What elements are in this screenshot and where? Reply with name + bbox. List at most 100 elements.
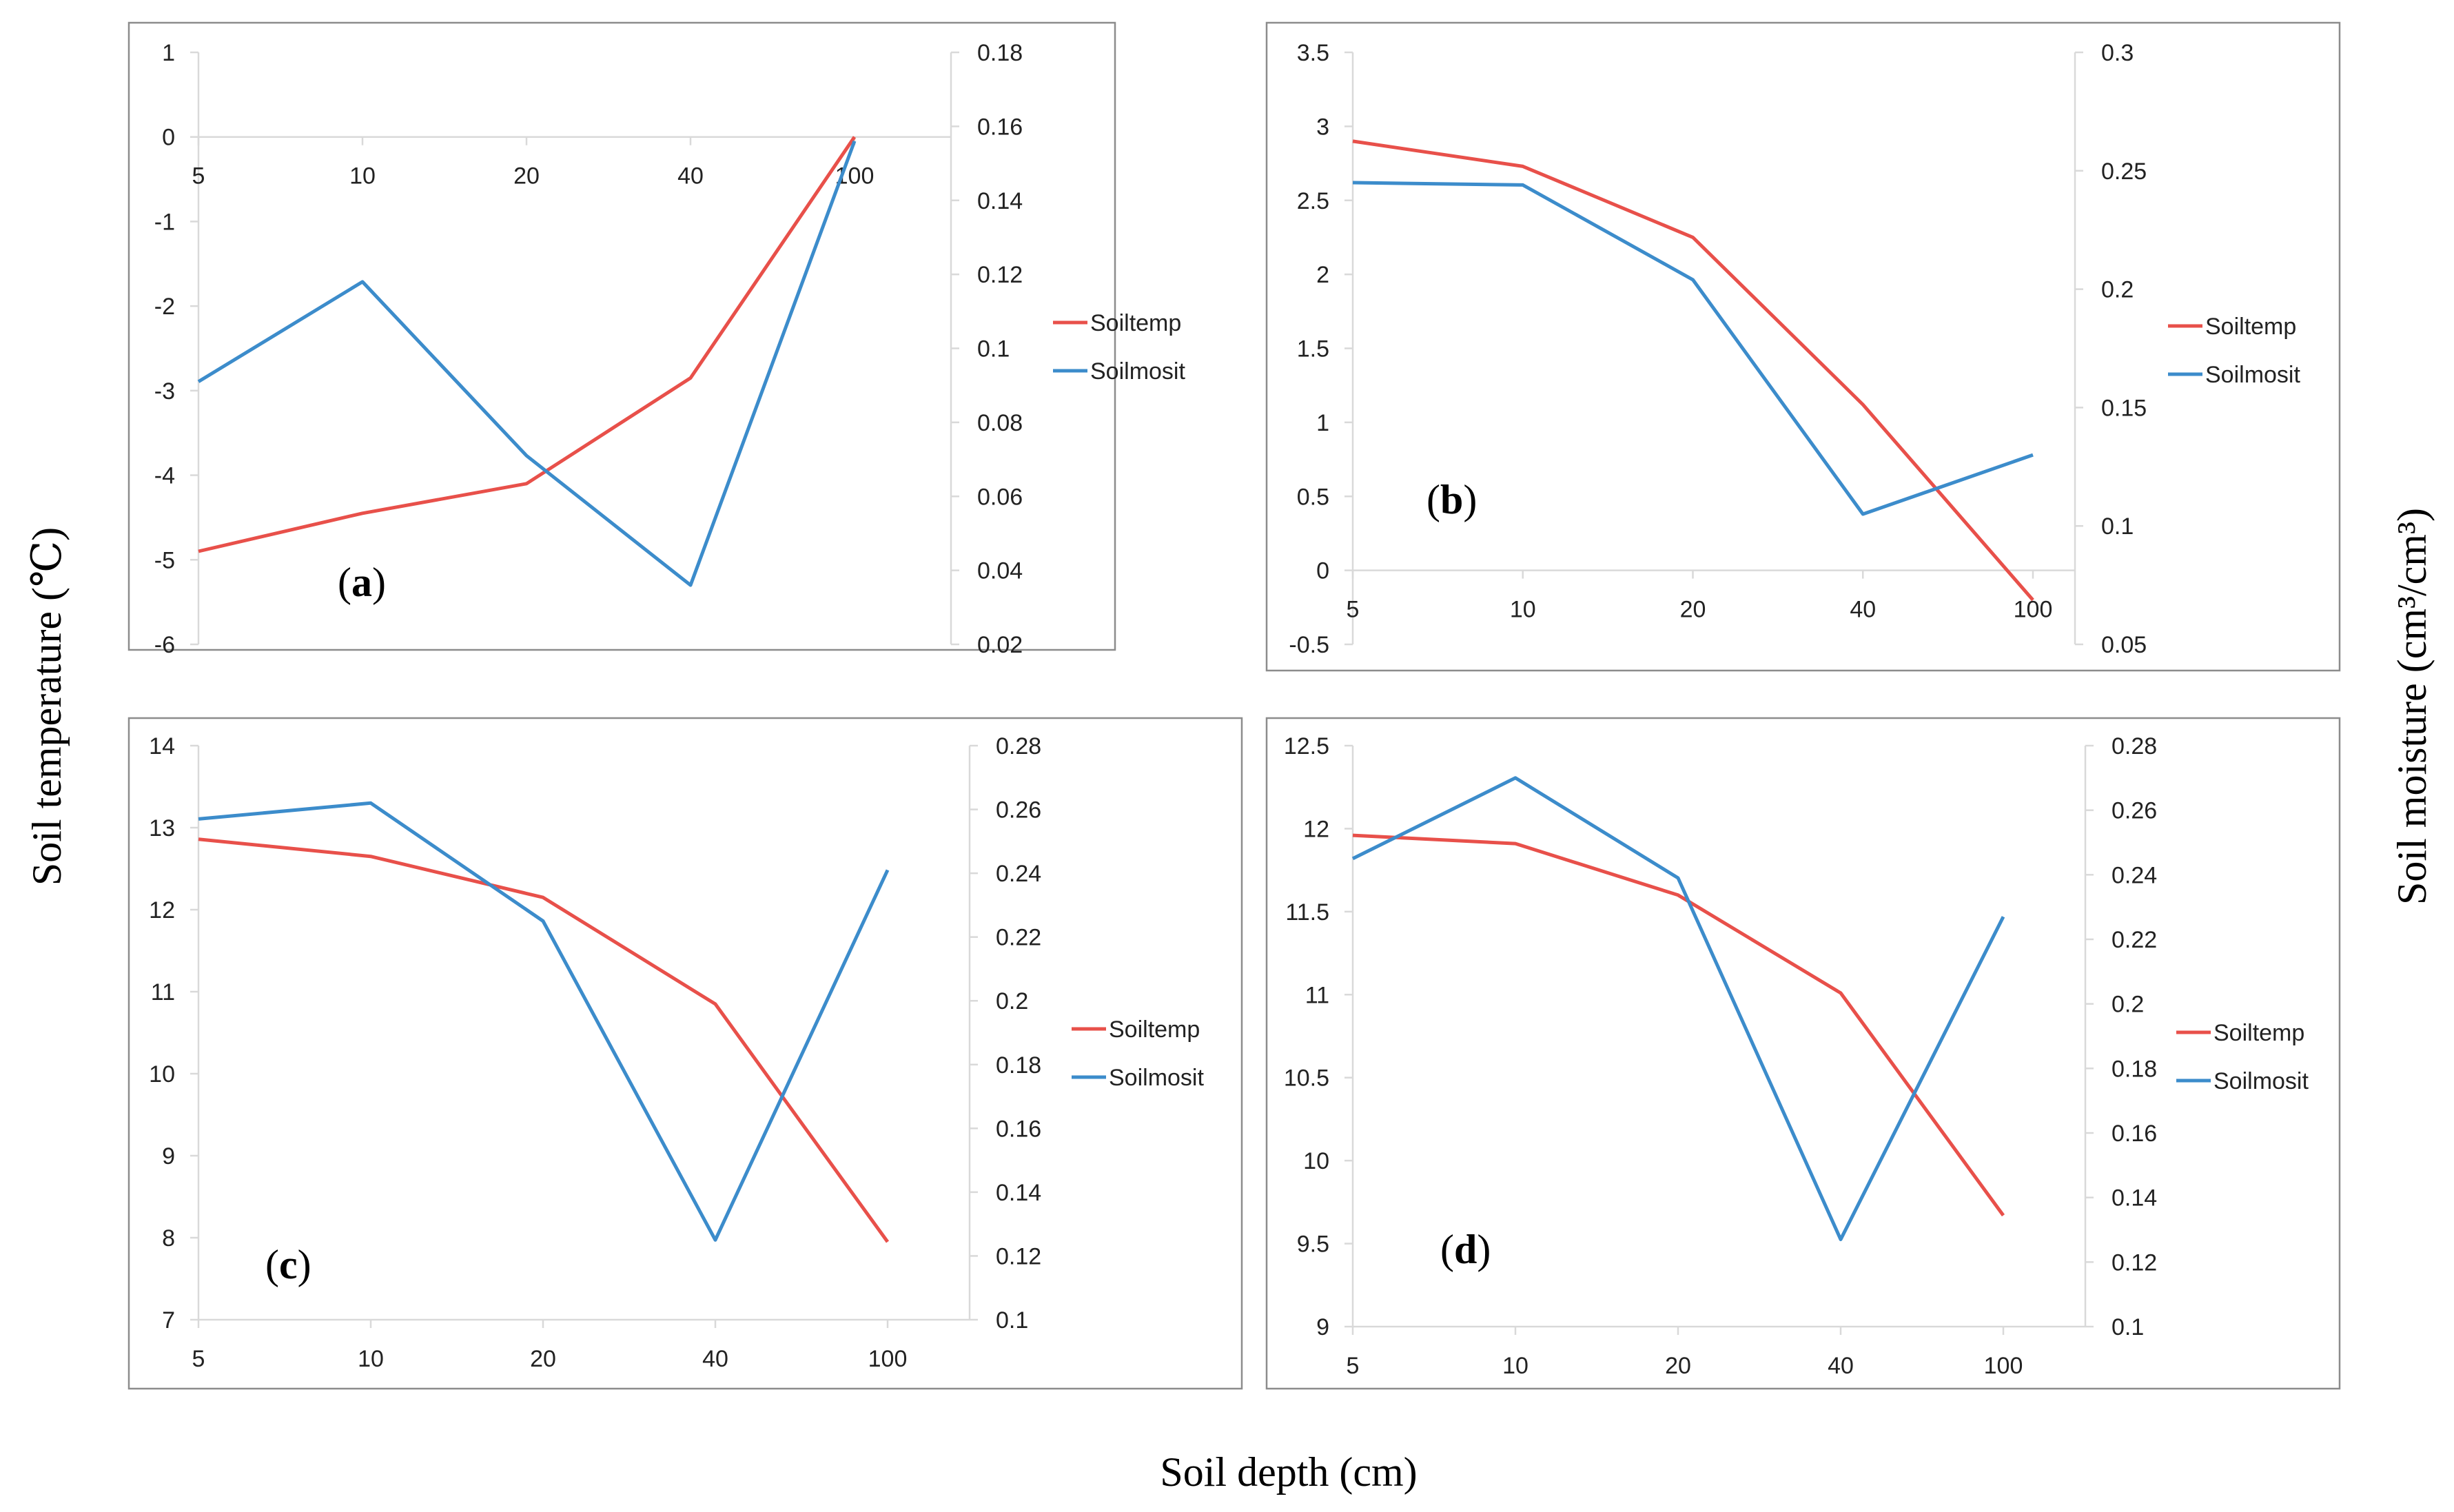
y-right-tick-label: 0.12 <box>977 262 1023 288</box>
y-left-axis-title: Soil temperature (℃) <box>24 527 70 886</box>
y-left-tick-label: -2 <box>154 294 175 320</box>
y-right-tick-label: 0.05 <box>2101 632 2147 658</box>
y-right-tick-label: 0.1 <box>977 336 1010 362</box>
y-left-tick-label: 8 <box>162 1225 175 1252</box>
panel-frame <box>127 21 1116 651</box>
x-tick-label: 20 <box>1665 1353 1691 1379</box>
y-left-tick-label: 11 <box>151 979 175 1005</box>
legend-label-soiltemp: Soiltemp <box>1090 310 1181 336</box>
y-right-tick-label: 0.16 <box>977 114 1023 140</box>
legend-label-soiltemp: Soiltemp <box>1109 1016 1200 1043</box>
legend-label-soilmosit: Soilmosit <box>2213 1068 2309 1094</box>
y-left-tick-label: 14 <box>149 733 175 759</box>
series-line-soiltemp <box>1352 139 2034 602</box>
y-left-tick-label: -6 <box>154 632 175 658</box>
y-right-tick-label: 0.22 <box>996 925 1041 951</box>
y-right-tick-label: 0.2 <box>2101 277 2134 303</box>
y-left-tick-label: 0 <box>162 125 175 151</box>
series-line-soilmosit <box>198 801 890 1242</box>
y-right-tick-label: 0.1 <box>2101 513 2134 540</box>
x-tick-label: 10 <box>1502 1353 1528 1379</box>
x-tick-label: 40 <box>1850 597 1876 623</box>
y-right-tick-label: 0.02 <box>977 632 1023 658</box>
y-right-tick-label: 0.2 <box>996 988 1028 1014</box>
y-right-tick-label: 0.1 <box>2112 1314 2144 1340</box>
y-left-tick-label: 11.5 <box>1285 899 1329 926</box>
x-tick-label: 5 <box>192 1346 205 1372</box>
y-right-tick-label: 0.26 <box>2112 798 2157 824</box>
x-tick-label: 10 <box>358 1346 384 1372</box>
series-line-soiltemp <box>198 136 857 553</box>
x-tick-label: 10 <box>349 163 376 190</box>
y-right-tick-label: 0.28 <box>996 733 1041 759</box>
y-left-tick-label: 1.5 <box>1297 336 1329 362</box>
legend-label-soiltemp: Soiltemp <box>2205 314 2296 340</box>
series-line-soilmosit <box>1352 181 2034 516</box>
y-right-tick-label: 0.14 <box>2112 1185 2157 1212</box>
y-right-axis-title: Soil moisture (cm³/cm³) <box>2389 508 2435 905</box>
y-right-tick-label: 0.26 <box>996 797 1041 824</box>
y-right-tick-label: 0.16 <box>2112 1121 2157 1147</box>
x-tick-label: 40 <box>702 1346 728 1372</box>
x-tick-label: 20 <box>513 163 540 190</box>
y-left-tick-label: 9 <box>1316 1314 1329 1340</box>
legend-label-soilmosit: Soilmosit <box>2205 362 2300 388</box>
x-tick-label: 40 <box>1828 1353 1854 1379</box>
y-left-tick-label: 13 <box>149 815 175 841</box>
y-right-tick-label: 0.3 <box>2101 40 2134 66</box>
y-right-tick-label: 0.2 <box>2112 992 2144 1018</box>
y-left-tick-label: -1 <box>154 209 175 235</box>
y-right-tick-label: 0.12 <box>996 1243 1041 1269</box>
x-tick-label: 10 <box>1510 597 1536 623</box>
y-left-tick-label: 2.5 <box>1297 188 1329 214</box>
y-right-tick-label: 0.08 <box>977 410 1023 436</box>
y-left-tick-label: -0.5 <box>1289 632 1329 658</box>
y-right-tick-label: 0.16 <box>996 1116 1041 1142</box>
y-left-tick-label: 3 <box>1316 114 1329 140</box>
panel-frame <box>127 717 1243 1390</box>
y-right-tick-label: 0.1 <box>996 1307 1028 1334</box>
y-right-tick-label: 0.18 <box>977 40 1023 66</box>
y-right-tick-label: 0.06 <box>977 484 1023 510</box>
y-left-tick-label: 9 <box>162 1143 175 1169</box>
y-left-tick-label: 10 <box>149 1061 175 1087</box>
y-left-tick-label: 2 <box>1316 262 1329 288</box>
y-left-tick-label: 12 <box>1303 816 1329 842</box>
y-right-tick-label: 0.24 <box>996 861 1041 887</box>
panel-label: (c) <box>265 1242 311 1287</box>
legend-label-soiltemp: Soiltemp <box>2213 1020 2304 1046</box>
y-right-tick-label: 0.22 <box>2112 927 2157 953</box>
y-right-tick-label: 0.25 <box>2101 159 2147 185</box>
y-left-tick-label: 1 <box>1316 410 1329 436</box>
y-right-tick-label: 0.15 <box>2101 395 2147 421</box>
panel-frame <box>1265 717 2341 1390</box>
series-line-soiltemp <box>1352 833 2005 1217</box>
y-right-tick-label: 0.14 <box>996 1180 1041 1206</box>
y-right-tick-label: 0.04 <box>977 558 1023 584</box>
panel-label: (d) <box>1440 1227 1491 1272</box>
x-tick-label: 100 <box>2014 597 2053 623</box>
y-left-tick-label: 12 <box>149 897 175 923</box>
y-right-tick-label: 0.18 <box>2112 1056 2157 1082</box>
x-tick-label: 20 <box>1680 597 1706 623</box>
y-left-tick-label: 1 <box>162 40 175 66</box>
y-left-tick-label: -5 <box>154 547 175 573</box>
x-tick-label: 100 <box>868 1346 908 1372</box>
panels: 10-1-2-3-4-5-60.180.160.140.120.10.080.0… <box>127 21 2341 1390</box>
y-right-tick-label: 0.12 <box>2112 1249 2157 1276</box>
y-left-tick-label: 3.5 <box>1297 40 1329 66</box>
x-axis-title: Soil depth (cm) <box>1160 1449 1417 1495</box>
x-tick-label: 20 <box>530 1346 556 1372</box>
y-left-tick-label: 10.5 <box>1284 1065 1329 1092</box>
series-line-soilmosit <box>197 140 857 587</box>
chart-panel: 10-1-2-3-4-5-60.180.160.140.120.10.080.0… <box>127 21 1185 658</box>
y-left-tick-label: 12.5 <box>1284 733 1329 759</box>
panel-label: (b) <box>1427 477 1477 522</box>
chart-panel: 14 13 12 11 10 9 8 7 0.28 0.26 0.24 0.22 0.2 0.18 0.16… <box>127 717 1243 1390</box>
y-right-tick-label: 0.14 <box>977 188 1023 214</box>
y-left-tick-label: 0 <box>1316 558 1329 584</box>
legend-label-soilmosit: Soilmosit <box>1109 1065 1204 1091</box>
y-right-tick-label: 0.18 <box>996 1052 1041 1079</box>
x-tick-label: 5 <box>1347 597 1360 623</box>
